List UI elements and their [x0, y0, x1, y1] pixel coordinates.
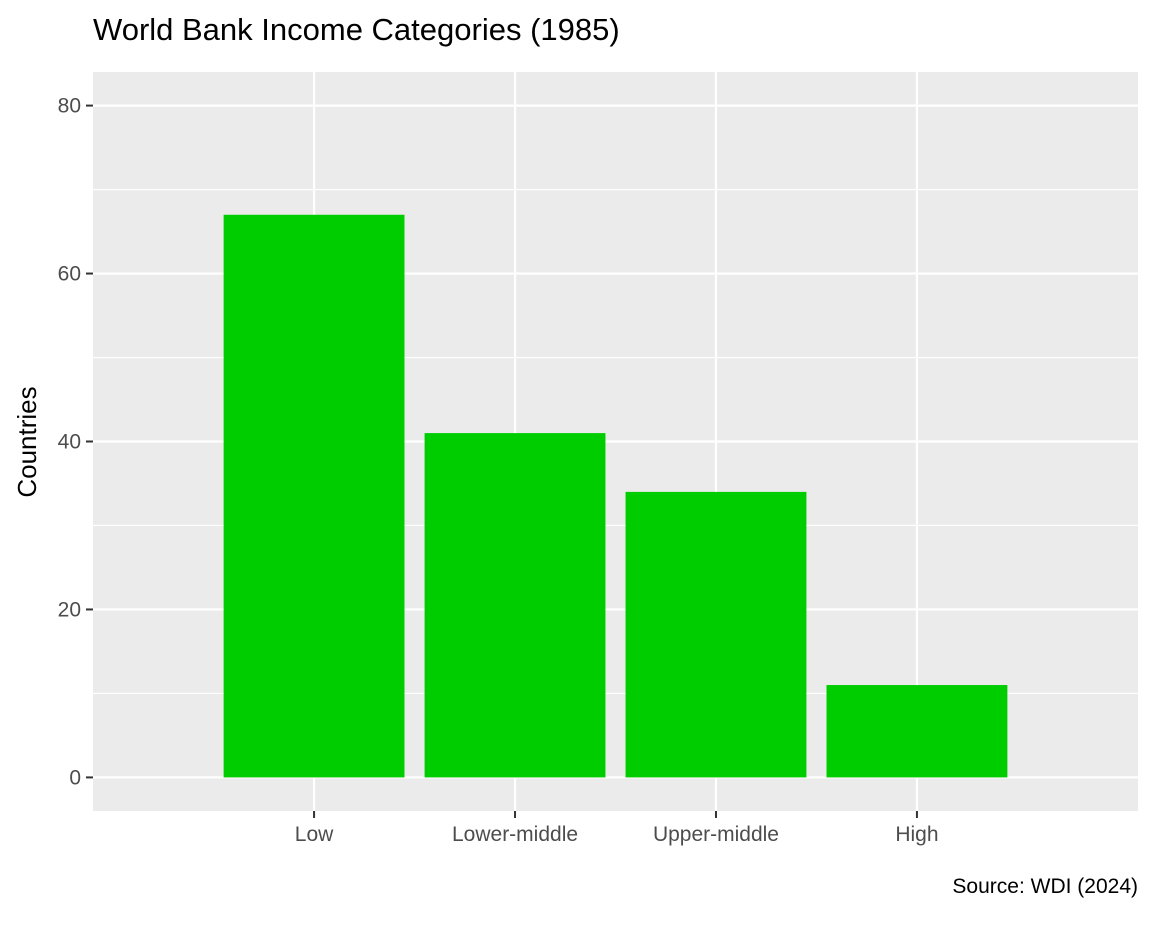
- chart-caption: Source: WDI (2024): [952, 875, 1138, 898]
- bar-high: [826, 685, 1008, 778]
- x-tick-label: High: [895, 823, 938, 846]
- bars: [223, 214, 1008, 778]
- x-axis: Low Lower-middle Upper-middle High: [295, 811, 939, 846]
- y-tick-label: 20: [58, 598, 81, 621]
- y-axis-title: Countries: [12, 386, 42, 497]
- chart-title: World Bank Income Categories (1985): [93, 12, 620, 47]
- y-axis: 0 20 40 60 80: [58, 95, 93, 789]
- x-tick-label: Upper-middle: [653, 823, 779, 846]
- x-tick-label: Lower-middle: [452, 823, 578, 846]
- y-tick-label: 0: [69, 766, 81, 789]
- bar-low: [223, 214, 405, 778]
- y-tick-label: 60: [58, 263, 81, 286]
- bar-lower-middle: [424, 433, 606, 778]
- y-tick-label: 80: [58, 95, 81, 118]
- bar-upper-middle: [625, 491, 807, 778]
- x-tick-label: Low: [295, 823, 334, 846]
- y-tick-label: 40: [58, 431, 81, 454]
